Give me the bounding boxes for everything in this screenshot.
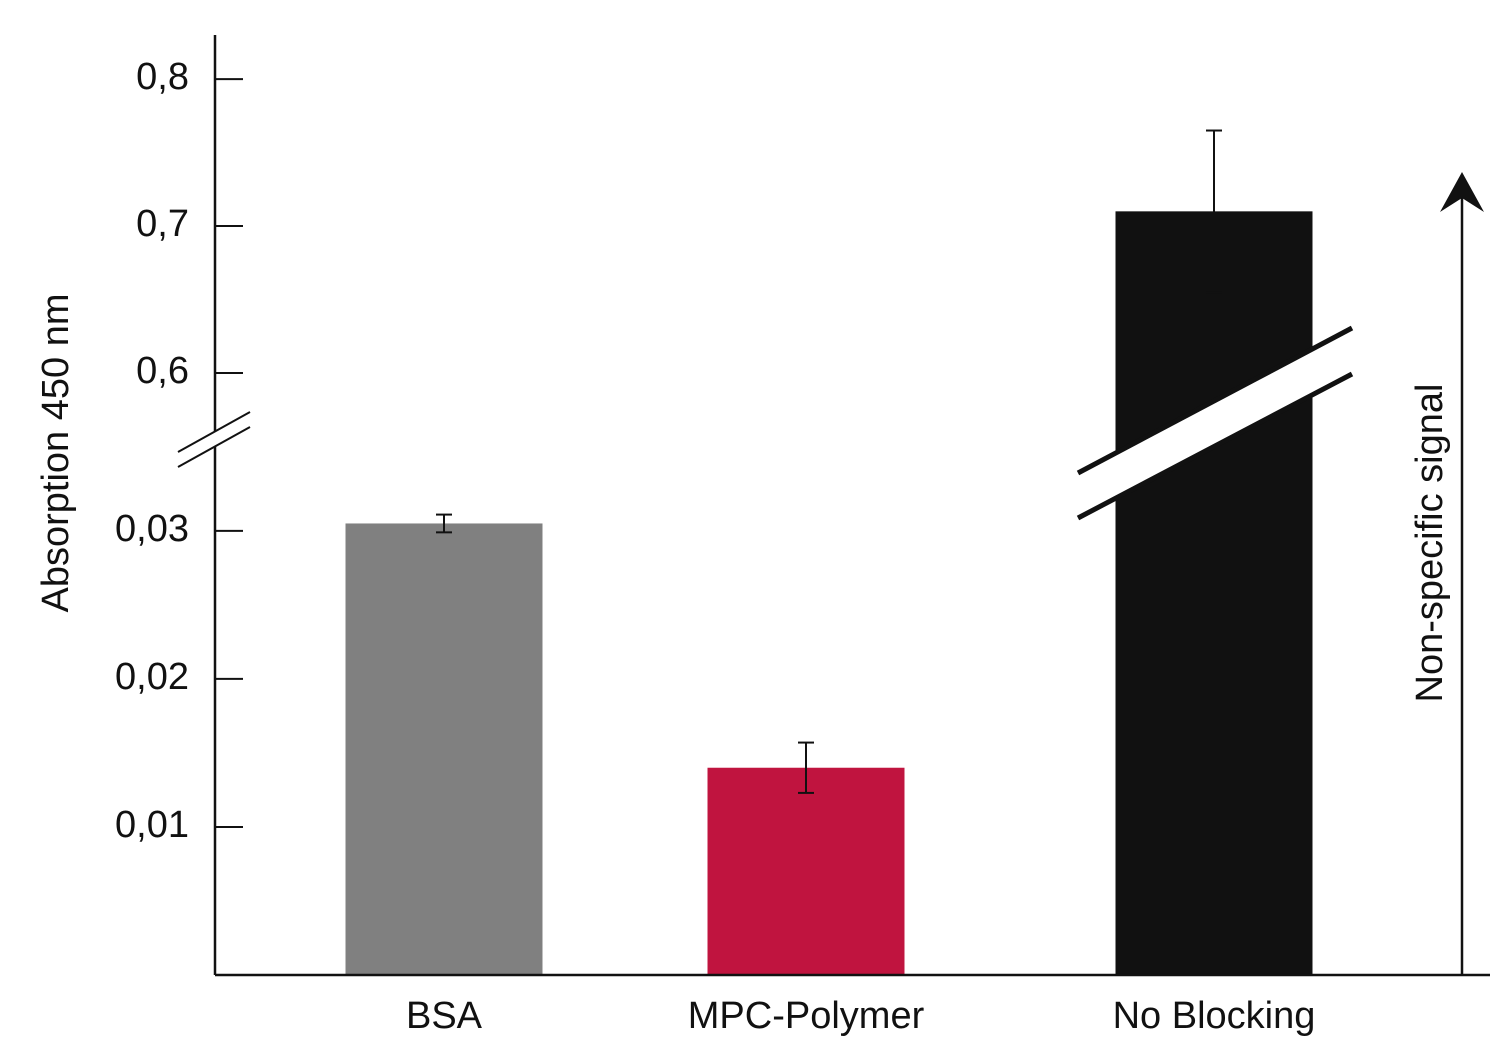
bar-break-line: [1076, 371, 1354, 521]
x-tick-label: No Blocking: [1113, 995, 1316, 1037]
arrow-head: [1440, 172, 1484, 212]
bar: [707, 767, 905, 975]
axis-break-line: [177, 426, 251, 468]
bar: [345, 523, 543, 975]
y-axis-label: Absorption 450 nm: [35, 294, 77, 613]
y-tick-label: 0,6: [136, 350, 189, 392]
bar-break-line: [1076, 325, 1354, 476]
bar: [1115, 211, 1313, 975]
x-tick-label: BSA: [406, 995, 483, 1037]
x-tick-label: MPC-Polymer: [688, 995, 925, 1037]
y-tick-label: 0,8: [136, 56, 189, 98]
annotation: Non-specific signal: [1409, 384, 1451, 703]
axis-break-line: [177, 411, 251, 453]
y-tick-label: 0,7: [136, 203, 189, 245]
y-tick-label: 0,02: [115, 656, 189, 698]
axis-break-gap: [180, 412, 250, 466]
bar-break-gap: [1080, 328, 1352, 518]
y-tick-label: 0,01: [115, 804, 189, 846]
y-tick-label: 0,03: [115, 508, 189, 550]
